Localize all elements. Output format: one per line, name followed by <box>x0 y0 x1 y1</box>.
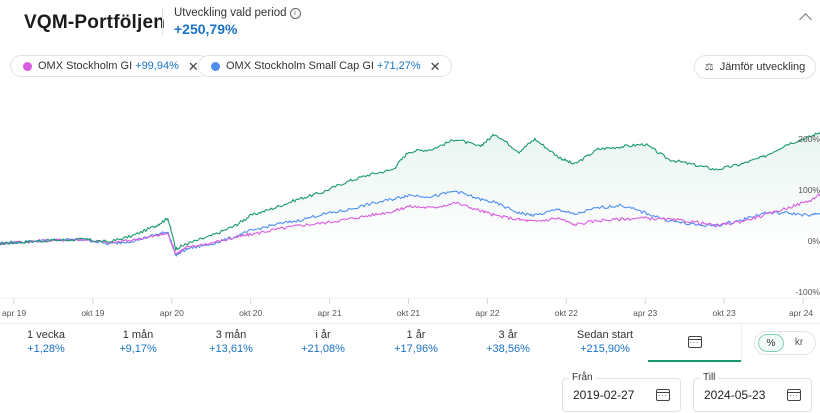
header-divider <box>162 8 163 36</box>
to-date-value[interactable]: 2024-05-23 <box>704 388 766 402</box>
y-tick-label: 200% <box>798 134 820 144</box>
period-performance-label: Utveckling vald period i <box>174 7 301 19</box>
series-color-dot <box>23 61 32 71</box>
period-1-week[interactable]: 1 vecka +1,28% <box>6 329 86 355</box>
period-performance-value: +250,79% <box>174 21 238 37</box>
period-value: +9,17% <box>119 343 157 355</box>
comparison-value: +71,27% <box>376 60 421 72</box>
period-performance-label-text: Utveckling vald period <box>174 7 287 19</box>
x-tick-label: apr 24 <box>789 308 813 318</box>
series-line-omx-stockholm-gi <box>0 193 820 255</box>
to-date-field[interactable]: Till 2024-05-23 <box>693 372 812 412</box>
comparison-name: OMX Stockholm GI <box>38 60 133 72</box>
y-tick-label: 0% <box>808 236 820 246</box>
chevron-up-icon[interactable] <box>799 13 812 26</box>
period-value: +13,61% <box>209 343 253 355</box>
scale-icon: ⚖ <box>704 61 714 73</box>
x-tick-label: okt 19 <box>81 308 104 318</box>
unit-option-percent[interactable]: % <box>758 334 784 352</box>
period-value: +215,90% <box>580 343 630 355</box>
x-tick-label: okt 20 <box>239 308 262 318</box>
x-tick-label: okt 21 <box>397 308 420 318</box>
x-tick-label: okt 23 <box>713 308 736 318</box>
period-since-start[interactable]: Sedan start +215,90% <box>561 329 649 355</box>
period-value: +38,56% <box>486 343 530 355</box>
comparison-name: OMX Stockholm Small Cap GI <box>226 60 374 72</box>
comparison-chip-omx-stockholm-small-cap-gi: OMX Stockholm Small Cap GI +71,27% ✕ <box>198 55 452 77</box>
close-icon[interactable]: ✕ <box>187 58 199 74</box>
to-date-label: Till <box>700 372 719 383</box>
series-area-0 <box>0 132 820 251</box>
y-tick-label: -100% <box>795 287 820 297</box>
period-label: 1 år <box>406 329 426 341</box>
divider <box>741 324 742 362</box>
period-1-month[interactable]: 1 mån +9,17% <box>98 329 178 355</box>
x-tick-label: apr 23 <box>633 308 657 318</box>
from-date-value[interactable]: 2019-02-27 <box>573 388 635 402</box>
calendar-icon <box>687 336 702 348</box>
comparison-chip-omx-stockholm-gi: OMX Stockholm GI +99,94% ✕ <box>10 55 210 77</box>
period-selector: 1 vecka +1,28% 1 mån +9,17% 3 mån +13,61% i… <box>0 323 820 364</box>
calendar-icon[interactable] <box>787 389 801 401</box>
period-label: 3 mån <box>215 329 247 341</box>
period-value: +21,08% <box>301 343 345 355</box>
x-tick-label: apr 19 <box>2 308 26 318</box>
period-label: 1 mån <box>122 329 154 341</box>
period-3-years[interactable]: 3 år +38,56% <box>468 329 548 355</box>
series-line-omx-stockholm-small-cap-gi <box>0 190 820 257</box>
calendar-icon[interactable] <box>656 389 670 401</box>
period-label: 3 år <box>498 329 518 341</box>
portfolio-title: VQM-Portföljen <box>24 12 166 33</box>
x-tick-label: okt 22 <box>555 308 578 318</box>
period-value: +17,96% <box>394 343 438 355</box>
period-3-months[interactable]: 3 mån +13,61% <box>191 329 271 355</box>
comparison-value: +99,94% <box>135 60 179 72</box>
close-icon[interactable]: ✕ <box>429 58 441 74</box>
info-icon[interactable]: i <box>289 8 301 19</box>
custom-period-tab[interactable] <box>648 324 741 362</box>
period-ytd[interactable]: i år +21,08% <box>283 329 363 355</box>
period-value: +1,28% <box>27 343 65 355</box>
x-tick-label: apr 20 <box>160 308 184 318</box>
from-date-label: Från <box>569 372 596 383</box>
unit-toggle: % kr <box>754 331 816 355</box>
performance-chart: apr 19 okt 19 apr 20 okt 20 apr 21 okt 21 apr … <box>0 132 820 318</box>
x-tick-label: apr 21 <box>318 308 342 318</box>
series-line-vqm-portf-ljen <box>0 132 820 251</box>
period-label: 1 vecka <box>27 329 65 341</box>
compare-button-label: Jämför utveckling <box>719 61 806 73</box>
period-1-year[interactable]: 1 år +17,96% <box>376 329 456 355</box>
from-date-field[interactable]: Från 2019-02-27 <box>562 372 681 412</box>
period-label: i år <box>315 329 331 341</box>
y-tick-label: 100% <box>798 185 820 195</box>
compare-performance-button[interactable]: ⚖ Jämför utveckling <box>694 55 816 79</box>
period-label: Sedan start <box>576 329 634 341</box>
unit-option-kr[interactable]: kr <box>794 337 804 348</box>
series-color-dot <box>211 61 220 71</box>
x-tick-label: apr 22 <box>475 308 499 318</box>
